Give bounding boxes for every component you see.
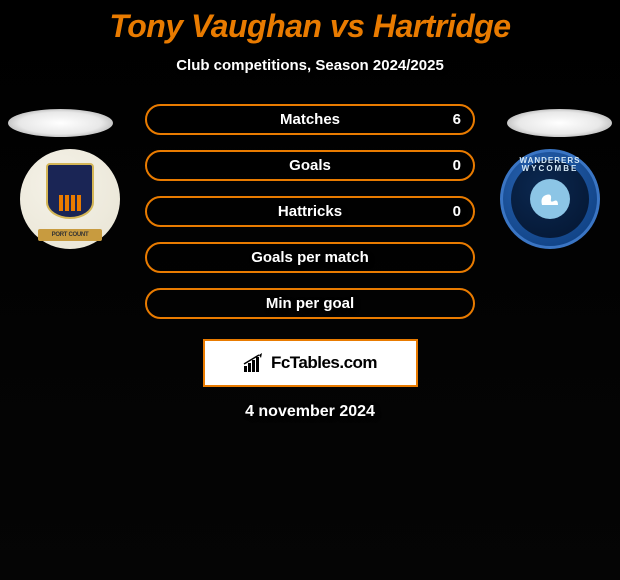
stat-row: Hattricks 0 <box>145 196 475 227</box>
page-title: Tony Vaughan vs Hartridge <box>0 0 620 45</box>
stat-row: Goals per match <box>145 242 475 273</box>
subtitle: Club competitions, Season 2024/2025 <box>0 57 620 74</box>
brand-text: FcTables.com <box>271 353 377 373</box>
stat-row: Matches 6 <box>145 104 475 135</box>
crest-left: PORT COUNT <box>39 163 101 235</box>
arc-bottom-text: WANDERERS <box>511 156 589 234</box>
date-text: 4 november 2024 <box>0 403 620 421</box>
stat-right-value: 6 <box>453 111 461 128</box>
stat-right-value: 0 <box>453 157 461 174</box>
club-badge-left: PORT COUNT <box>20 149 120 249</box>
brand-link[interactable]: FcTables.com <box>203 339 418 387</box>
crest-right: WYCOMBE WANDERERS <box>511 160 589 238</box>
stats-list: Matches 6 Goals 0 Hattricks 0 Goals per … <box>145 104 475 319</box>
stat-label: Goals <box>289 157 331 174</box>
stat-label: Goals per match <box>251 249 369 266</box>
stat-label: Matches <box>280 111 340 128</box>
club-badge-right: WYCOMBE WANDERERS <box>500 149 600 249</box>
brand-chart-icon <box>243 353 267 373</box>
stat-row: Goals 0 <box>145 150 475 181</box>
player-ellipse-left <box>8 109 113 137</box>
stat-label: Hattricks <box>278 203 342 220</box>
ribbon-text: PORT COUNT <box>38 229 102 241</box>
stat-row: Min per goal <box>145 288 475 319</box>
stat-right-value: 0 <box>453 203 461 220</box>
comparison-panel: PORT COUNT WYCOMBE WANDERERS Matches 6 G… <box>0 104 620 421</box>
shield-icon <box>46 163 94 219</box>
player-ellipse-right <box>507 109 612 137</box>
stat-label: Min per goal <box>266 295 354 312</box>
